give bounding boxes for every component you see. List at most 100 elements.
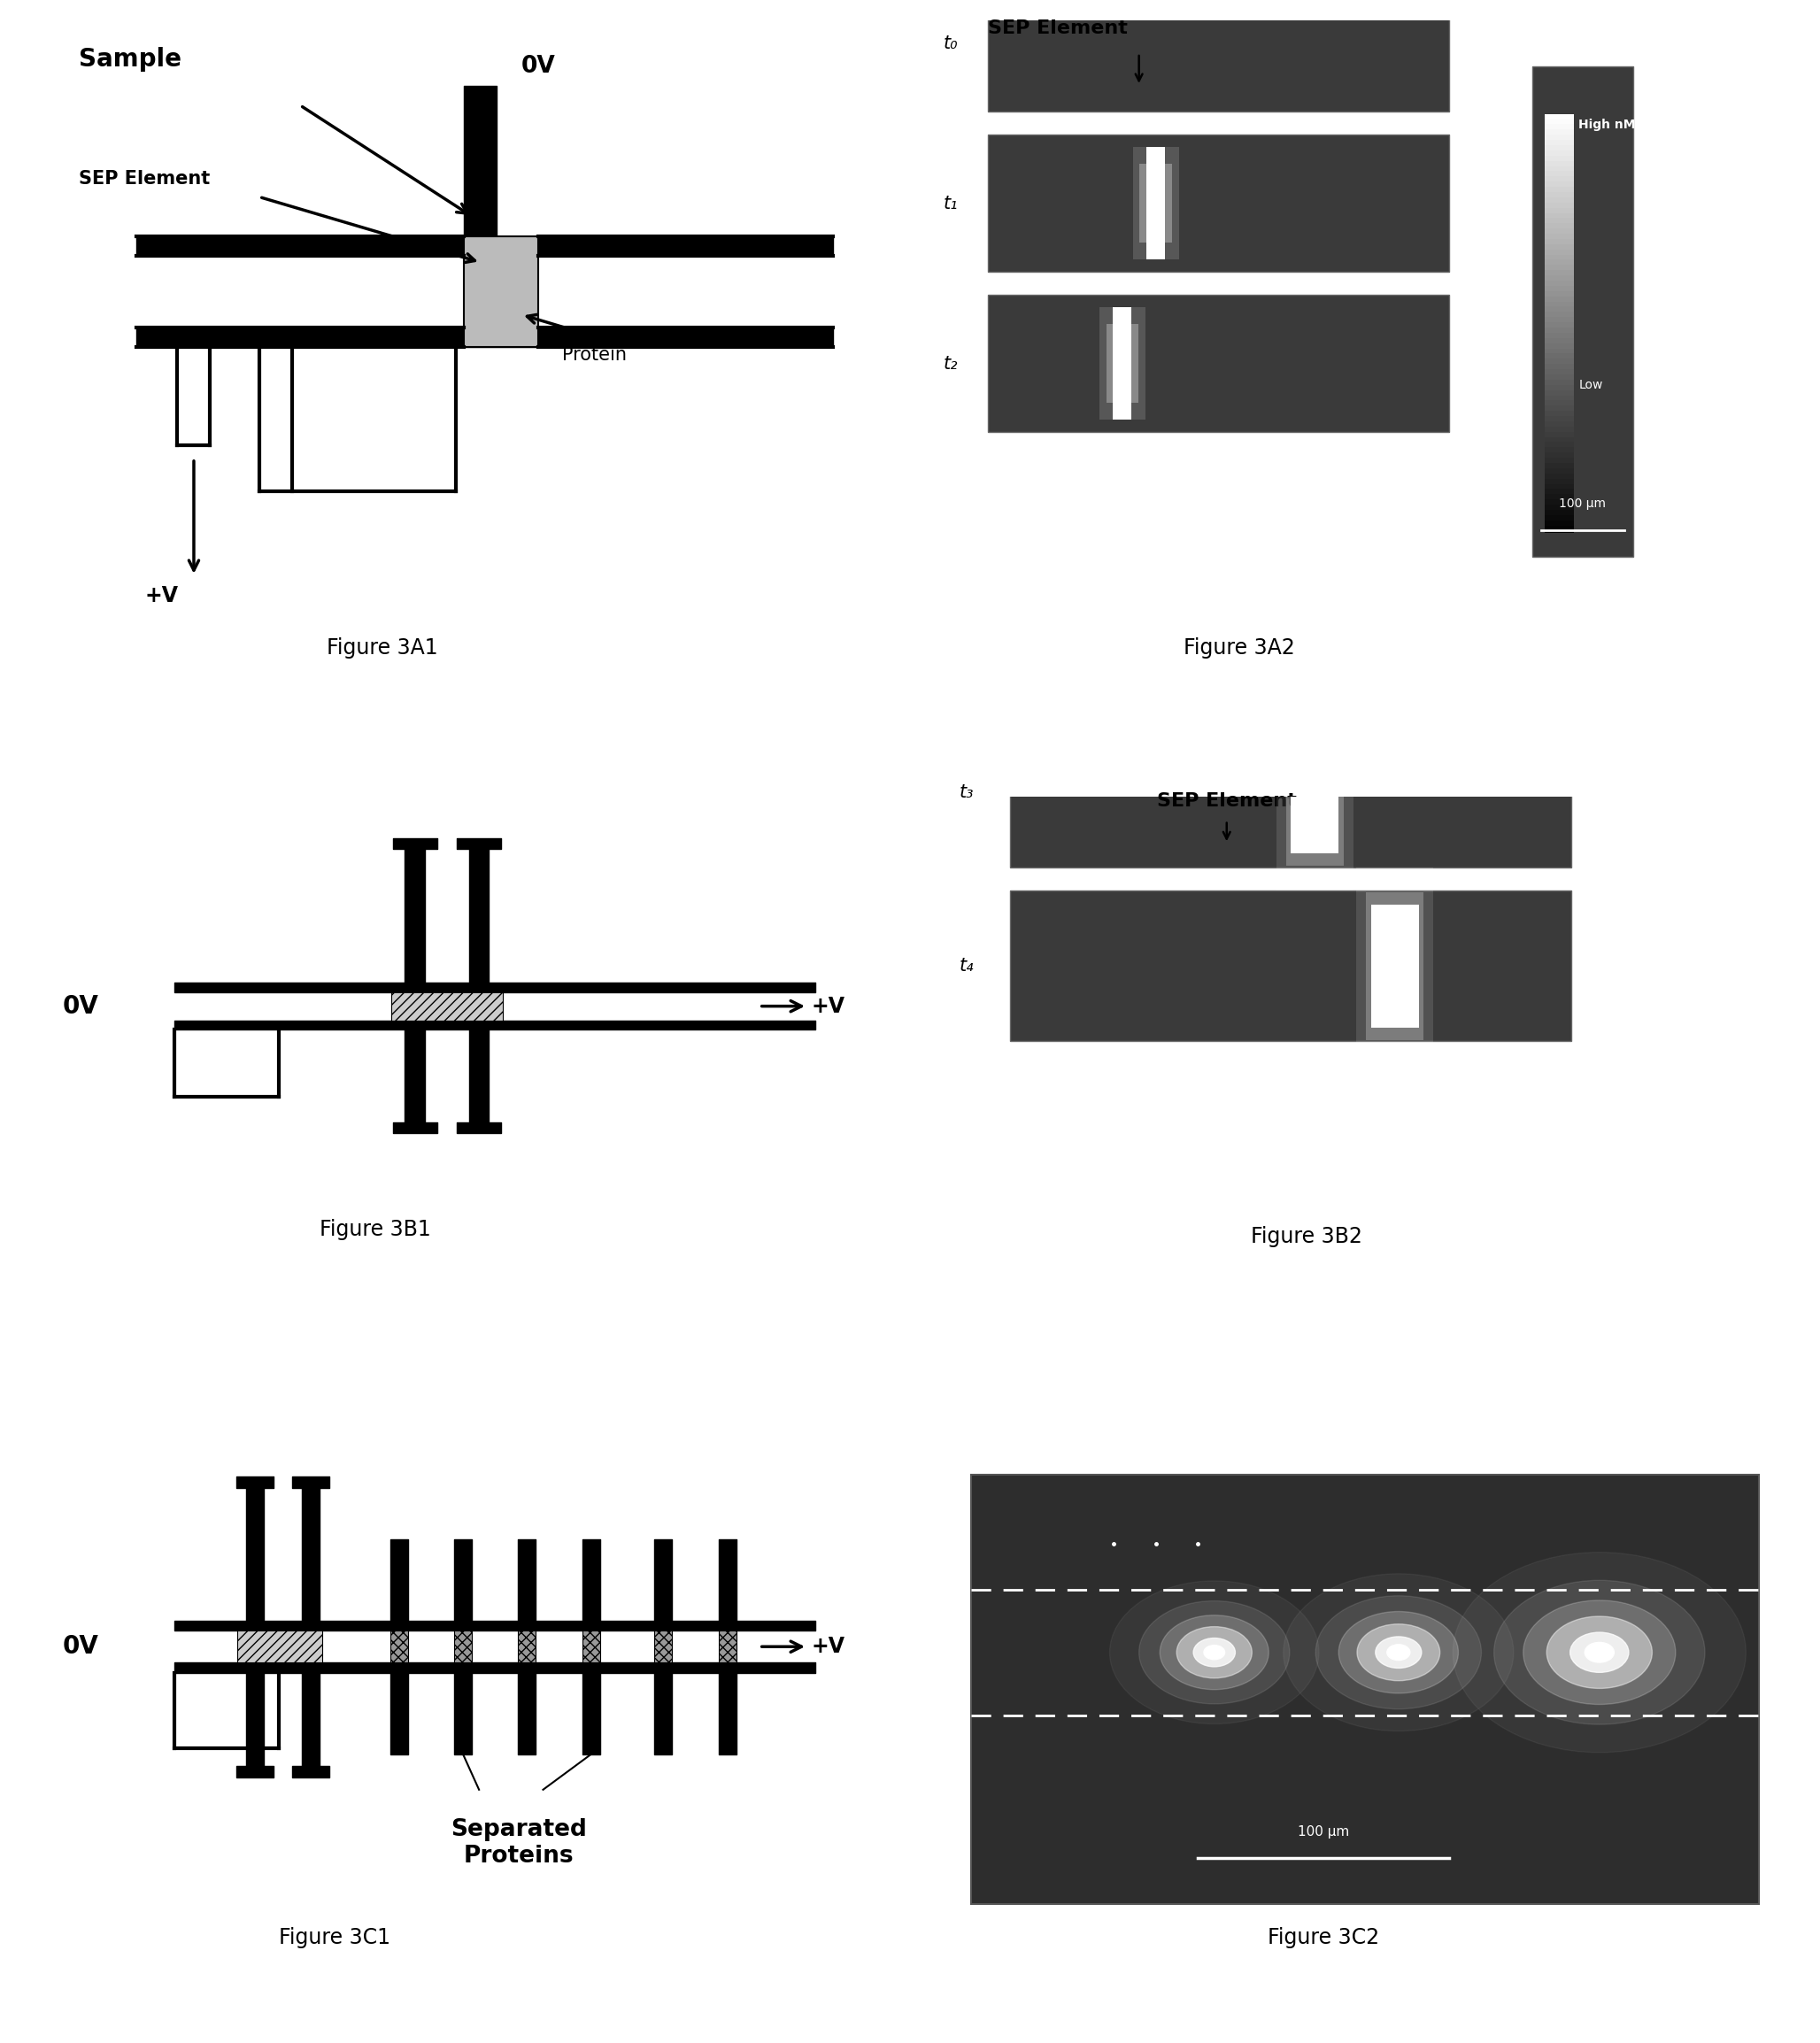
Bar	[1545, 521, 1574, 527]
Text: 0V: 0V	[62, 993, 98, 1019]
Bar	[1545, 394, 1574, 402]
Bar	[1532, 65, 1633, 556]
Bar	[1545, 421, 1574, 429]
Circle shape	[1523, 1600, 1676, 1704]
Bar	[1545, 239, 1574, 247]
Bar	[1545, 333, 1574, 341]
Text: SEP Element: SEP Element	[1158, 793, 1296, 809]
Bar	[1370, 905, 1420, 1028]
Bar	[988, 0, 1449, 112]
Circle shape	[1585, 1643, 1614, 1663]
Circle shape	[1547, 1616, 1653, 1688]
Bar	[1290, 731, 1340, 854]
Text: High nM: High nM	[1578, 118, 1636, 131]
Text: t₁: t₁	[943, 194, 957, 212]
Bar	[1545, 233, 1574, 241]
Bar	[1545, 290, 1574, 298]
Circle shape	[1178, 1626, 1252, 1677]
Bar	[1545, 417, 1574, 423]
Circle shape	[1340, 1612, 1458, 1694]
Bar	[1545, 343, 1574, 351]
Bar	[1545, 380, 1574, 388]
Bar	[1356, 868, 1434, 1064]
Bar	[1545, 259, 1574, 268]
Bar	[1545, 192, 1574, 200]
Bar	[1132, 147, 1179, 259]
Bar	[1545, 515, 1574, 523]
Bar	[1545, 364, 1574, 372]
Text: SEP Element: SEP Element	[988, 18, 1128, 37]
Text: Trapped
Protein: Trapped Protein	[562, 325, 637, 364]
Bar	[655, 1630, 672, 1663]
Bar	[1545, 165, 1574, 174]
Bar	[1545, 313, 1574, 319]
Bar	[1545, 411, 1574, 419]
Bar	[1545, 266, 1574, 274]
Bar	[988, 135, 1449, 272]
Text: +V: +V	[812, 995, 844, 1017]
Bar	[1545, 114, 1574, 123]
Bar	[1545, 317, 1574, 325]
Bar	[1147, 182, 1165, 227]
Bar	[1545, 353, 1574, 362]
Bar	[1545, 400, 1574, 409]
Bar	[1296, 744, 1334, 842]
Bar	[1545, 384, 1574, 392]
Bar	[1545, 323, 1574, 331]
Bar	[1545, 327, 1574, 335]
Bar	[464, 237, 539, 347]
Bar	[1545, 276, 1574, 284]
Bar	[1545, 464, 1574, 470]
Bar	[1545, 202, 1574, 210]
Bar	[1114, 306, 1132, 421]
Bar	[1545, 458, 1574, 466]
Bar	[1545, 474, 1574, 482]
Text: t₄: t₄	[959, 956, 974, 975]
Bar	[1545, 155, 1574, 163]
Circle shape	[1194, 1638, 1236, 1667]
Bar	[1545, 447, 1574, 456]
Bar	[1545, 245, 1574, 251]
Bar	[1276, 693, 1354, 891]
Bar	[1545, 172, 1574, 180]
Bar	[237, 1630, 322, 1663]
Circle shape	[1316, 1596, 1481, 1710]
Bar	[1545, 249, 1574, 257]
Bar	[1545, 494, 1574, 503]
Bar	[1545, 407, 1574, 413]
Bar	[1545, 186, 1574, 194]
Bar	[1376, 917, 1414, 1015]
Circle shape	[1571, 1632, 1629, 1673]
Bar	[1545, 468, 1574, 476]
Bar	[391, 993, 502, 1022]
Bar	[1545, 198, 1574, 204]
Circle shape	[1376, 1636, 1421, 1667]
Bar	[1545, 135, 1574, 143]
Circle shape	[1159, 1616, 1269, 1690]
Circle shape	[1283, 1573, 1514, 1730]
Bar	[1545, 390, 1574, 398]
Text: Separated
Proteins: Separated Proteins	[451, 1818, 588, 1867]
Text: 100 μm: 100 μm	[1560, 498, 1605, 511]
Bar	[1010, 891, 1571, 1042]
Bar	[1147, 147, 1165, 259]
Bar	[1545, 431, 1574, 439]
Bar	[1545, 374, 1574, 382]
Text: Figure 3B2: Figure 3B2	[1250, 1226, 1363, 1248]
Text: Figure 3A1: Figure 3A1	[326, 637, 439, 660]
Bar	[1290, 731, 1340, 854]
Circle shape	[1358, 1624, 1440, 1681]
Bar	[1370, 905, 1420, 1028]
Bar	[1545, 360, 1574, 366]
Bar	[1545, 280, 1574, 288]
Text: Figure 3A2: Figure 3A2	[1183, 637, 1296, 660]
Bar	[1545, 427, 1574, 435]
Bar	[1545, 223, 1574, 231]
Bar	[582, 1630, 601, 1663]
Bar	[1545, 129, 1574, 137]
Text: +V: +V	[812, 1636, 844, 1657]
Text: 0V: 0V	[521, 55, 555, 78]
Text: Low: Low	[1578, 378, 1603, 390]
Bar	[1114, 341, 1132, 386]
Bar	[1545, 505, 1574, 513]
